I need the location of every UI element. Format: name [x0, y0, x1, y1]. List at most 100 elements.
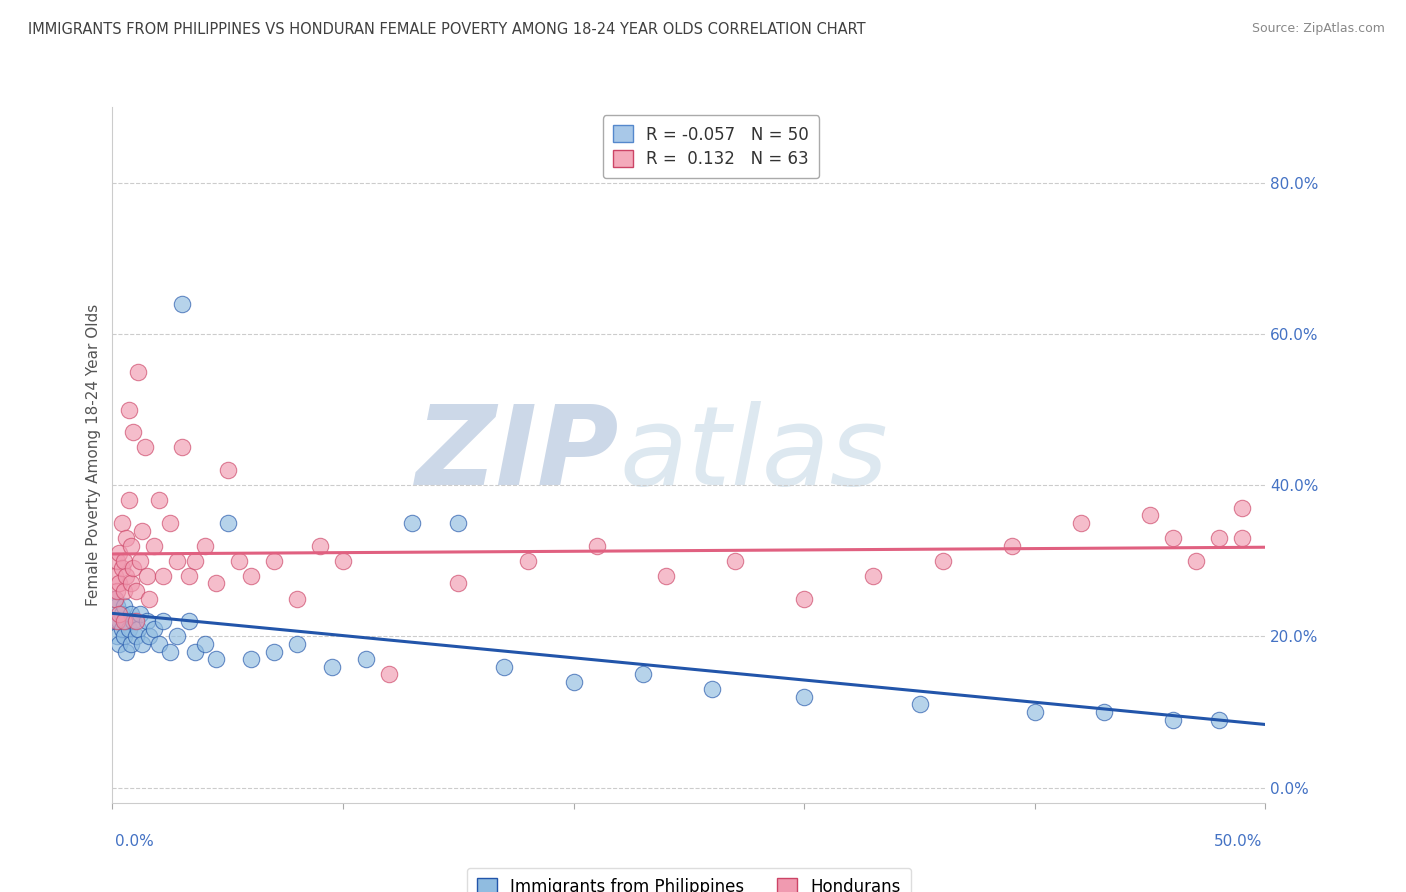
Point [111, 561, 134, 575]
Point [148, 493, 170, 508]
Point [104, 591, 127, 606]
Point [111, 622, 134, 636]
Point [1001, 539, 1024, 553]
Point [166, 629, 188, 643]
Point [447, 576, 470, 591]
Point [108, 615, 131, 629]
Point [148, 637, 170, 651]
Y-axis label: Female Poverty Among 18-24 Year Olds: Female Poverty Among 18-24 Year Olds [86, 304, 101, 606]
Point [239, 652, 262, 666]
Point [122, 425, 145, 440]
Point [131, 637, 153, 651]
Text: IMMIGRANTS FROM PHILIPPINES VS HONDURAN FEMALE POVERTY AMONG 18-24 YEAR OLDS COR: IMMIGRANTS FROM PHILIPPINES VS HONDURAN … [28, 22, 866, 37]
Point [724, 554, 747, 568]
Point [447, 516, 470, 530]
Point [131, 524, 153, 538]
Point [401, 516, 423, 530]
Point [217, 463, 239, 477]
Point [138, 629, 160, 643]
Point [1232, 531, 1254, 545]
Point [1208, 531, 1230, 545]
Text: 0.0%: 0.0% [115, 834, 155, 849]
Point [1161, 713, 1184, 727]
Point [152, 615, 174, 629]
Text: Source: ZipAtlas.com: Source: ZipAtlas.com [1251, 22, 1385, 36]
Point [1139, 508, 1161, 523]
Point [159, 516, 181, 530]
Point [239, 569, 262, 583]
Point [166, 554, 188, 568]
Point [862, 569, 884, 583]
Text: ZIP: ZIP [416, 401, 620, 508]
Point [104, 591, 127, 606]
Legend: Immigrants from Philippines, Hondurans: Immigrants from Philippines, Hondurans [467, 868, 911, 892]
Point [184, 554, 207, 568]
Point [177, 615, 200, 629]
Point [112, 554, 135, 568]
Point [1208, 713, 1230, 727]
Point [309, 539, 332, 553]
Point [136, 615, 159, 629]
Point [105, 629, 128, 643]
Point [217, 516, 239, 530]
Point [655, 569, 678, 583]
Point [122, 561, 145, 575]
Point [105, 599, 128, 614]
Point [127, 365, 149, 379]
Point [631, 667, 654, 681]
Point [112, 584, 135, 599]
Point [152, 569, 174, 583]
Point [104, 615, 127, 629]
Point [129, 554, 152, 568]
Point [285, 591, 308, 606]
Point [494, 659, 516, 673]
Point [104, 569, 127, 583]
Point [378, 667, 401, 681]
Point [108, 607, 131, 621]
Point [138, 591, 160, 606]
Point [124, 629, 146, 643]
Point [115, 615, 138, 629]
Point [159, 644, 181, 658]
Point [112, 615, 135, 629]
Point [170, 441, 193, 455]
Point [1070, 516, 1092, 530]
Point [585, 539, 607, 553]
Point [332, 554, 354, 568]
Point [108, 546, 131, 560]
Point [143, 622, 166, 636]
Point [117, 622, 139, 636]
Point [321, 659, 343, 673]
Point [122, 615, 145, 629]
Point [285, 637, 308, 651]
Point [120, 637, 142, 651]
Point [129, 607, 152, 621]
Point [115, 531, 138, 545]
Point [1161, 531, 1184, 545]
Point [1092, 705, 1115, 719]
Point [205, 576, 228, 591]
Point [108, 637, 131, 651]
Point [228, 554, 250, 568]
Point [134, 441, 156, 455]
Point [263, 644, 285, 658]
Point [124, 615, 146, 629]
Point [105, 615, 128, 629]
Point [793, 591, 815, 606]
Point [111, 516, 134, 530]
Point [700, 682, 723, 697]
Point [177, 569, 200, 583]
Point [115, 644, 138, 658]
Point [111, 607, 134, 621]
Point [105, 554, 128, 568]
Text: 50.0%: 50.0% [1215, 834, 1263, 849]
Point [908, 698, 931, 712]
Point [120, 576, 142, 591]
Point [194, 637, 217, 651]
Point [127, 622, 149, 636]
Point [931, 554, 953, 568]
Point [105, 584, 128, 599]
Point [112, 599, 135, 614]
Point [136, 569, 159, 583]
Point [117, 402, 139, 417]
